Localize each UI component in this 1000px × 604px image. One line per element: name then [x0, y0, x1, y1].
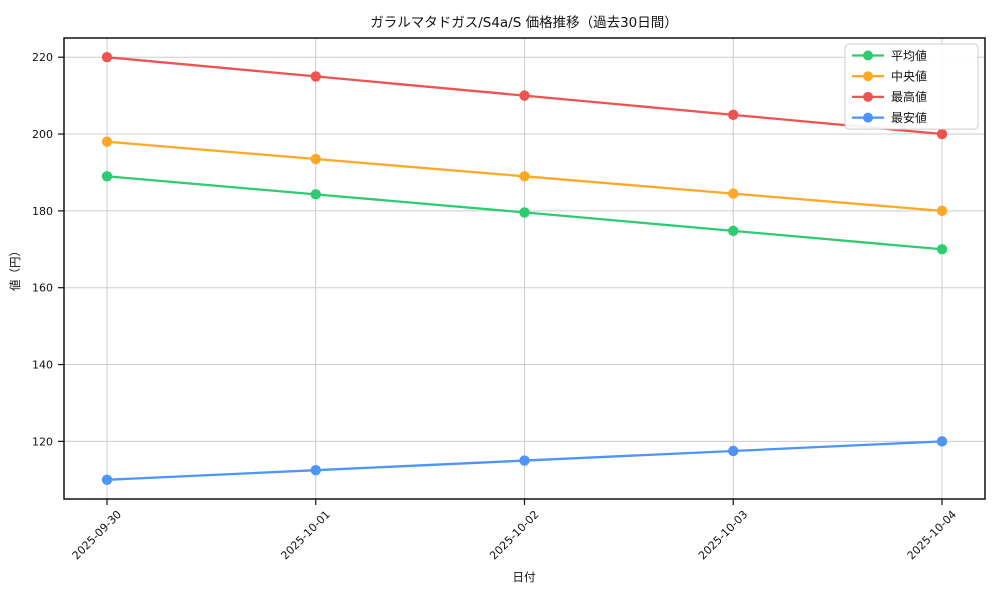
- legend-marker: [863, 91, 873, 102]
- series-layer: [101, 52, 948, 485]
- chart-title: ガラルマタドガス/S4a/S 価格推移（過去30日間）: [370, 15, 678, 31]
- legend-item-label: 平均値: [891, 48, 927, 63]
- series-0: [101, 171, 948, 255]
- legend-item-label: 最安値: [891, 110, 927, 125]
- y-tick-label: 120: [32, 435, 53, 448]
- y-tick-label: 200: [32, 128, 53, 141]
- legend-item: 平均値: [852, 48, 927, 63]
- series-marker: [101, 52, 113, 63]
- series-marker: [728, 225, 739, 237]
- series-marker: [310, 153, 321, 165]
- x-axis-label: 日付: [513, 570, 536, 584]
- x-tick-label: 2025-10-01: [278, 508, 332, 562]
- legend-item-label: 中央値: [891, 69, 927, 84]
- series-marker: [936, 205, 948, 217]
- series-marker: [519, 90, 530, 101]
- series-marker: [310, 71, 321, 82]
- tick-layer: 120 140 160 180 200 220 2025-09-30 2025-10-01 20…: [32, 51, 959, 562]
- series-marker: [936, 436, 948, 447]
- y-tick-label: 180: [32, 205, 53, 218]
- y-axis-label: 値（円）: [8, 245, 22, 291]
- x-tick-label: 2025-10-04: [905, 508, 959, 562]
- legend-marker: [863, 112, 873, 123]
- series-2: [101, 52, 948, 140]
- y-tick-label: 160: [32, 282, 53, 295]
- series-marker: [101, 136, 113, 147]
- series-marker: [101, 171, 113, 182]
- series-3: [101, 436, 948, 485]
- series-marker: [728, 109, 739, 121]
- legend-marker: [863, 71, 873, 82]
- series-marker: [936, 128, 948, 140]
- y-tick-label: 140: [32, 359, 53, 372]
- x-tick-label: 2025-09-30: [70, 508, 124, 562]
- x-tick-label: 2025-10-03: [696, 508, 750, 562]
- legend-item: 中央値: [852, 69, 927, 84]
- legend-box: [844, 43, 979, 130]
- series-marker: [728, 445, 739, 457]
- series-marker: [310, 464, 321, 476]
- legend-item-label: 最高値: [891, 89, 927, 104]
- legend-item: 最高値: [852, 89, 927, 104]
- legend-item: 最安値: [852, 110, 927, 125]
- series-marker: [519, 171, 530, 182]
- series-marker: [310, 189, 321, 200]
- legend-marker: [863, 50, 873, 61]
- y-tick-label: 220: [32, 51, 53, 64]
- series-marker: [101, 474, 113, 485]
- series-marker: [728, 188, 739, 199]
- x-tick-label: 2025-10-02: [487, 508, 541, 562]
- series-marker: [519, 207, 530, 218]
- series-1: [101, 136, 948, 217]
- series-marker: [519, 455, 530, 466]
- series-marker: [936, 244, 948, 255]
